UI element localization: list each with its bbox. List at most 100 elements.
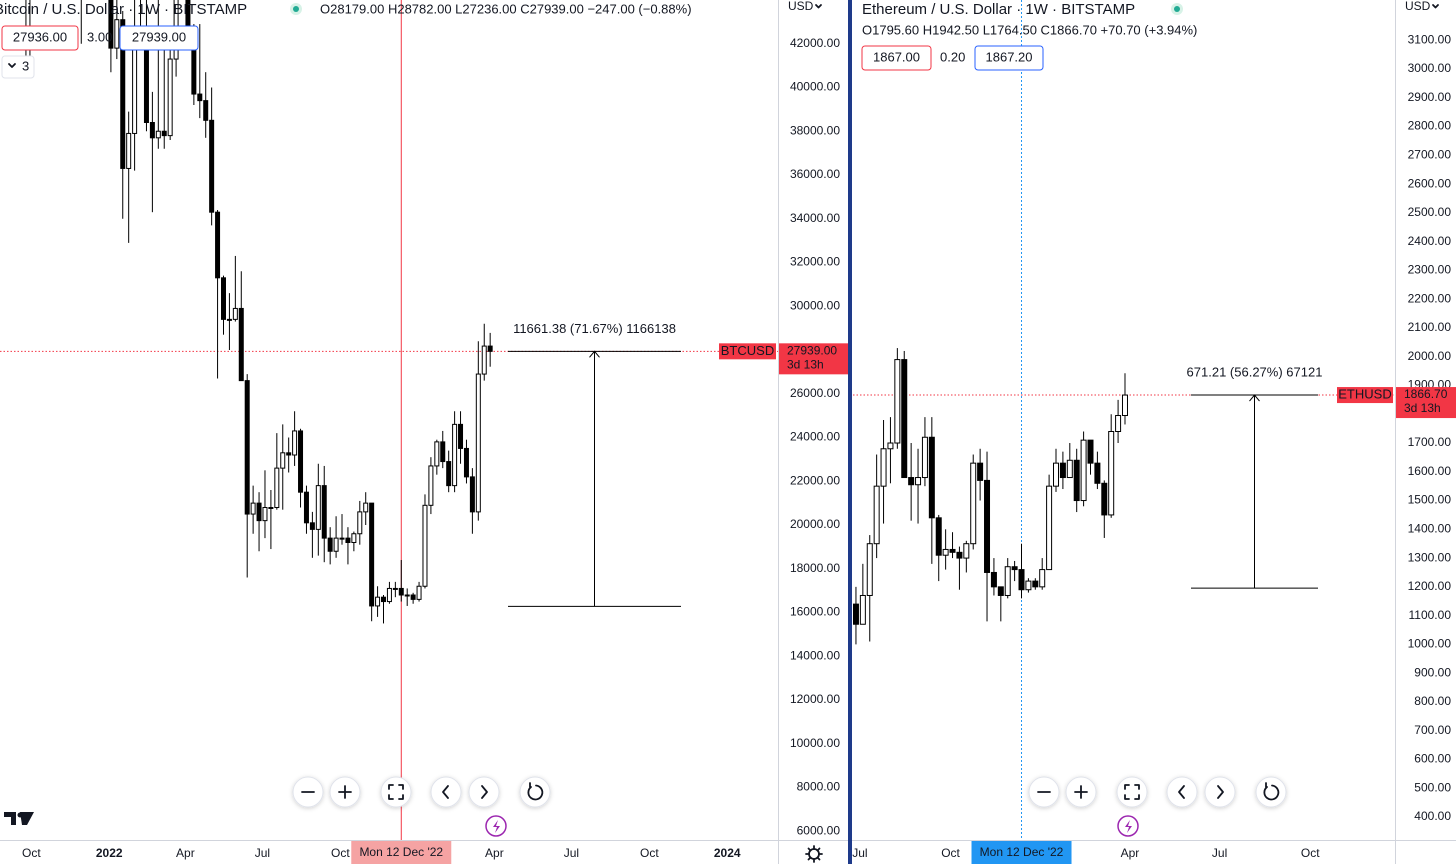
settings-icon[interactable]: [805, 845, 823, 863]
candle-body: [475, 373, 481, 513]
candle-body: [244, 380, 250, 515]
measure-arrowhead: [589, 350, 600, 358]
crosshair-date-label: Mon 12 Dec '22: [359, 845, 443, 859]
candle-body: [928, 436, 935, 519]
candle-body: [215, 211, 221, 279]
price-box[interactable]: [119, 25, 199, 51]
candle-body: [434, 441, 440, 467]
ohlc-values: O1795.60 H1942.50 L1764.50 C1866.70 +70.…: [862, 22, 1197, 37]
symbol-tag-label: BTCUSD: [721, 343, 774, 358]
x-tick-label: Jul: [1212, 846, 1227, 860]
currency-chevron: [1432, 4, 1439, 9]
measure-arrowhead: [1249, 394, 1260, 402]
price-box[interactable]: [861, 45, 932, 71]
candle-body: [220, 277, 226, 320]
nav-icon: [1217, 785, 1224, 799]
y-tick-label: 1100.00: [1409, 608, 1452, 622]
y-tick-label: 700.00: [1414, 723, 1451, 737]
y-tick-label: 12000.00: [790, 692, 840, 706]
interval-count[interactable]: 3: [22, 58, 29, 73]
candle-body: [901, 359, 908, 479]
nav-button[interactable]: [1255, 776, 1287, 808]
symbol-tag: [719, 343, 776, 360]
candle-body: [1004, 566, 1011, 596]
candle-body: [1059, 462, 1066, 479]
nav-button[interactable]: [1204, 776, 1236, 808]
lightning-icon: [493, 820, 500, 833]
y-tick-label: 6000.00: [797, 823, 841, 837]
price-box-label[interactable]: 27939.00: [132, 29, 186, 44]
candle-body: [398, 587, 404, 596]
candle-body: [416, 585, 422, 600]
y-tick-label: 600.00: [1414, 752, 1451, 766]
symbol-title: Ethereum / U.S. Dollar · 1W · BITSTAMP: [862, 1, 1135, 18]
currency-chevron: [815, 4, 822, 9]
candle-body: [375, 596, 381, 607]
candle-body: [422, 504, 428, 587]
nav-icon: [388, 784, 404, 800]
nav-icon: [1178, 785, 1185, 799]
price-box-label[interactable]: 27936.00: [13, 29, 67, 44]
nav-button[interactable]: [1116, 776, 1148, 808]
candle-body: [997, 586, 1004, 596]
y-tick-label: 1600.00: [1408, 464, 1452, 478]
candle-body: [339, 537, 345, 540]
candle-body: [1039, 569, 1046, 588]
price-box[interactable]: [974, 45, 1044, 71]
nav-icon: [1263, 782, 1280, 801]
x-tick-label: Apr: [176, 846, 195, 860]
currency-label: USD: [1405, 0, 1431, 13]
candle-body: [143, 38, 149, 123]
candle-body: [274, 467, 280, 508]
y-tick-label: 8000.00: [797, 780, 841, 794]
y-tick-label: 38000.00: [790, 123, 840, 137]
y-tick-label: 2300.00: [1408, 263, 1452, 277]
candle-body: [268, 507, 274, 509]
y-tick-label: 16000.00: [790, 605, 840, 619]
nav-button[interactable]: [519, 776, 551, 808]
candle-body: [1073, 459, 1080, 502]
candle-body: [487, 345, 493, 352]
y-tick-label: 1000.00: [1408, 637, 1452, 651]
x-tick-label: 2022: [96, 846, 123, 860]
y-tick-label: 30000.00: [790, 298, 840, 312]
price-box-label[interactable]: 1867.00: [873, 49, 920, 64]
candle-body: [1108, 431, 1115, 516]
candle-body: [1011, 566, 1018, 571]
candle-body: [155, 130, 161, 139]
price-box-label[interactable]: 1867.20: [986, 49, 1033, 64]
candle-body: [446, 461, 452, 487]
candle-body: [333, 537, 339, 552]
crosshair-date-box: [351, 841, 452, 864]
candle-body: [303, 491, 309, 524]
x-tick-label: Oct: [941, 846, 960, 860]
candle-body: [428, 465, 434, 506]
nav-button[interactable]: [1166, 776, 1198, 808]
candle-body: [949, 548, 956, 553]
y-tick-label: 1300.00: [1408, 550, 1452, 564]
nav-icon: [527, 782, 544, 801]
countdown-label: 3d 13h: [1404, 401, 1441, 415]
candle-body: [970, 462, 977, 545]
nav-button[interactable]: [380, 776, 412, 808]
candle-body: [956, 551, 963, 559]
y-tick-label: 500.00: [1414, 780, 1451, 794]
nav-button[interactable]: [468, 776, 500, 808]
nav-icon: [338, 785, 352, 799]
candle-body: [114, 19, 120, 49]
measure-label: 671.21 (56.27%) 67121: [1187, 364, 1323, 379]
candle-body: [984, 479, 991, 573]
nav-button[interactable]: [430, 776, 462, 808]
candle-body: [469, 476, 475, 513]
interval-chevron: [8, 63, 16, 68]
y-tick-label: 1400.00: [1408, 521, 1452, 535]
interval-toggle[interactable]: [1, 55, 35, 79]
candle-body: [410, 594, 416, 600]
last-price-label: 27939.00: [787, 344, 837, 358]
candle-body: [1101, 482, 1108, 516]
price-box[interactable]: [1, 25, 79, 51]
candle-body: [351, 533, 357, 543]
candle-body: [232, 307, 238, 320]
x-tick-label: Oct: [22, 846, 41, 860]
